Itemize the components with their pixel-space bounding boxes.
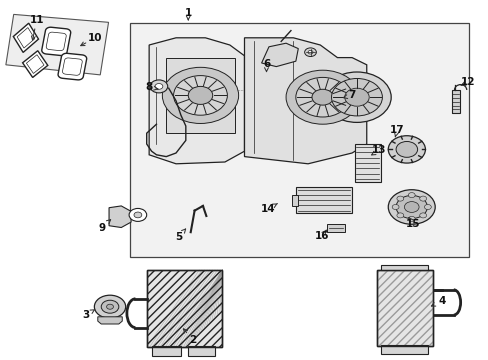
- Text: 7: 7: [347, 90, 355, 100]
- Bar: [188, 346, 215, 356]
- Circle shape: [407, 216, 414, 221]
- Bar: [326, 224, 345, 232]
- Bar: [354, 144, 381, 182]
- Polygon shape: [13, 23, 39, 53]
- Text: 6: 6: [263, 59, 269, 69]
- Polygon shape: [149, 38, 244, 164]
- Circle shape: [387, 136, 425, 163]
- Bar: [451, 90, 459, 113]
- Polygon shape: [22, 51, 48, 77]
- Bar: [381, 265, 427, 270]
- Circle shape: [173, 76, 227, 115]
- Text: 8: 8: [145, 82, 152, 92]
- Text: 13: 13: [371, 145, 386, 156]
- Text: 10: 10: [88, 33, 102, 43]
- Polygon shape: [6, 14, 108, 75]
- Text: 17: 17: [389, 125, 404, 135]
- Circle shape: [387, 190, 434, 224]
- Circle shape: [134, 212, 142, 218]
- Text: 2: 2: [189, 335, 196, 345]
- Circle shape: [395, 195, 427, 219]
- Circle shape: [419, 213, 426, 218]
- Circle shape: [396, 196, 403, 201]
- Bar: [295, 187, 351, 213]
- Circle shape: [106, 304, 113, 309]
- Text: 9: 9: [98, 222, 105, 233]
- Circle shape: [129, 208, 146, 221]
- Circle shape: [404, 202, 418, 212]
- Circle shape: [304, 48, 316, 57]
- Polygon shape: [109, 206, 131, 228]
- Polygon shape: [58, 53, 86, 80]
- Circle shape: [188, 86, 212, 104]
- Text: 11: 11: [29, 15, 44, 25]
- Bar: [291, 195, 297, 206]
- Circle shape: [295, 77, 349, 117]
- Text: 16: 16: [314, 231, 328, 241]
- Polygon shape: [98, 317, 122, 324]
- Text: 14: 14: [260, 204, 275, 214]
- Bar: [146, 270, 222, 347]
- Polygon shape: [244, 38, 366, 164]
- Circle shape: [391, 204, 398, 210]
- Bar: [376, 270, 432, 346]
- Bar: [381, 345, 427, 354]
- Circle shape: [331, 78, 382, 116]
- Text: 4: 4: [438, 296, 446, 306]
- Bar: [376, 270, 432, 346]
- Circle shape: [396, 213, 403, 218]
- Bar: [376, 270, 432, 346]
- Circle shape: [307, 50, 312, 54]
- Circle shape: [162, 67, 238, 123]
- Bar: [129, 23, 468, 257]
- Circle shape: [407, 193, 414, 198]
- Circle shape: [419, 196, 426, 201]
- Circle shape: [94, 295, 125, 318]
- Circle shape: [322, 72, 390, 122]
- Polygon shape: [41, 27, 71, 55]
- Circle shape: [311, 89, 333, 105]
- Polygon shape: [261, 43, 298, 67]
- Circle shape: [344, 88, 368, 106]
- Text: 1: 1: [184, 8, 191, 18]
- Text: 12: 12: [460, 77, 475, 87]
- Circle shape: [101, 300, 119, 313]
- Text: 3: 3: [82, 310, 89, 320]
- Polygon shape: [166, 58, 234, 133]
- Circle shape: [285, 70, 359, 124]
- Bar: [151, 346, 181, 356]
- Text: 15: 15: [405, 219, 420, 229]
- Text: 5: 5: [175, 232, 182, 242]
- Circle shape: [150, 80, 167, 93]
- Bar: [146, 270, 222, 347]
- Circle shape: [395, 141, 417, 157]
- Circle shape: [155, 84, 163, 89]
- Circle shape: [424, 204, 430, 210]
